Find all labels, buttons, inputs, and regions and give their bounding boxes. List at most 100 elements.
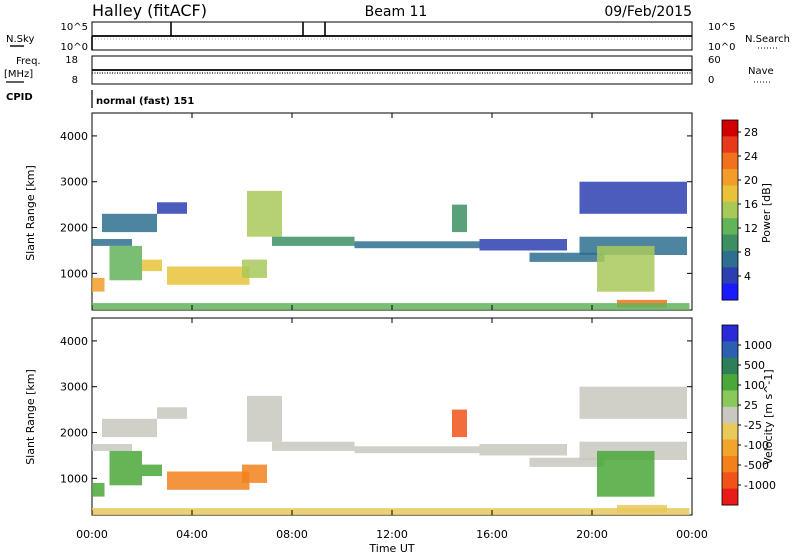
x-tick-label: 16:00	[476, 528, 508, 541]
nsearch-label: N.Search	[745, 34, 790, 45]
x-tick-label: 12:00	[376, 528, 408, 541]
heatmap-cell	[247, 190, 282, 237]
cpid-value: normal (fast) 151	[96, 96, 194, 107]
y-tick-label: 2000	[60, 222, 88, 235]
colorbar-swatch	[722, 218, 738, 236]
noise-panel: 10^5 10^0 10^5 10^0 N.Sky N.Search	[6, 21, 790, 53]
velocity-colorbar: 1000 500 100 25 -25 -100 -500 -1000	[721, 324, 776, 506]
colorbar-swatch	[722, 488, 738, 506]
colorbar-swatch	[722, 185, 738, 203]
colorbar-tick-label: 25	[744, 399, 758, 412]
heatmap-cell	[579, 181, 687, 214]
colorbar-tick-label: 16	[744, 198, 758, 211]
heatmap-cell	[597, 450, 655, 497]
colorbar-tick-label: 12	[744, 222, 758, 235]
nave-tick-bottom: 0	[708, 75, 714, 86]
heatmap-cell	[479, 444, 567, 456]
power-ylabel: Slant Range [km]	[24, 165, 37, 261]
y-tick-label: 4000	[60, 130, 88, 143]
heatmap-cell	[272, 236, 355, 246]
colorbar-tick-label: 100	[744, 379, 765, 392]
colorbar-swatch	[722, 374, 738, 391]
heatmap-cell	[142, 464, 162, 477]
velocity-heatmap	[92, 386, 690, 515]
colorbar-tick-label: 24	[744, 150, 758, 163]
colorbar-swatch	[722, 267, 738, 285]
station-title: Halley (fitACF)	[92, 1, 207, 20]
colorbar-swatch	[722, 169, 738, 186]
heatmap-cell	[272, 441, 355, 451]
heatmap-cell	[92, 277, 105, 292]
beam-title: Beam 11	[365, 4, 428, 20]
y-tick-label: 3000	[60, 381, 88, 394]
colorbar-frame	[721, 119, 739, 301]
y-tick-label: 1000	[60, 267, 88, 280]
x-tick-label: 00:00	[76, 528, 108, 541]
colorbar-tick-label: 28	[744, 126, 758, 139]
heatmap-cell	[142, 259, 162, 272]
colorbar-tick-label: 20	[744, 174, 758, 187]
colorbar-tick-label: 4	[744, 270, 751, 283]
heatmap-cell	[92, 239, 132, 246]
colorbar-tick-label: 8	[744, 246, 751, 259]
colorbar-swatch	[722, 136, 738, 154]
nsky-label: N.Sky	[6, 34, 34, 45]
y-tick-label: 1000	[60, 472, 88, 485]
colorbar-swatch	[722, 283, 738, 301]
noise-tick-right-top: 10^5	[708, 22, 735, 33]
nave-label: Nave	[748, 66, 774, 77]
heatmap-cell	[247, 395, 282, 442]
heatmap-cell	[452, 409, 467, 438]
heatmap-cell	[92, 303, 690, 310]
y-tick-label: 3000	[60, 176, 88, 189]
date-title: 09/Feb/2015	[604, 4, 692, 20]
heatmap-cell	[597, 245, 655, 292]
colorbar-tick-label: -500	[744, 459, 769, 472]
colorbar-swatch	[722, 472, 738, 490]
heatmap-cell	[109, 245, 142, 281]
colorbar-tick-label: 1000	[744, 339, 772, 352]
colorbar-swatch	[722, 120, 738, 137]
heatmap-cell	[354, 241, 480, 249]
cpid-label: CPID	[6, 92, 33, 103]
time-axis-label: Time UT	[368, 542, 414, 554]
colorbar-swatch	[722, 152, 738, 170]
colorbar-tick-label: -25	[744, 419, 762, 432]
heatmap-cell	[242, 259, 267, 278]
x-tick-label: 20:00	[576, 528, 608, 541]
x-tick-label: 04:00	[176, 528, 208, 541]
nave-tick-top: 60	[708, 55, 721, 66]
colorbar-swatch	[722, 250, 738, 268]
freq-unit: [MHz]	[4, 69, 33, 80]
heatmap-cell	[92, 508, 690, 515]
power-colorbar: 4 8 12 16 20 24 28	[721, 119, 758, 301]
colorbar-frame	[721, 324, 739, 506]
time-axis-ticks: 00:00 04:00 08:00 12:00 16:00 20:00 00:00	[76, 528, 708, 541]
colorbar-swatch	[722, 390, 738, 408]
freq-label: Freq.	[16, 56, 41, 67]
colorbar-swatch	[722, 439, 738, 457]
heatmap-cell	[109, 450, 142, 486]
colorbar-tick-label: -100	[744, 439, 769, 452]
velocity-ylabel: Slant Range [km]	[24, 369, 37, 465]
heatmap-cell	[157, 407, 187, 419]
x-tick-label: 08:00	[276, 528, 308, 541]
noise-tick-left-top: 10^5	[61, 22, 88, 33]
velocity-axes: 1000 2000 3000 4000	[60, 318, 693, 515]
heatmap-cell	[102, 213, 157, 233]
y-tick-label: 2000	[60, 427, 88, 440]
x-tick-label: 00:00	[676, 528, 708, 541]
heatmap-cell	[579, 386, 687, 419]
power-axes: 1000 2000 3000 4000	[60, 113, 693, 310]
colorbar-swatch	[722, 455, 738, 473]
heatmap-cell	[102, 418, 157, 438]
power-colorbar-label: Power [dB]	[760, 183, 773, 243]
colorbar-swatch	[722, 406, 738, 424]
colorbar-swatch	[722, 341, 738, 359]
y-tick-label: 4000	[60, 335, 88, 348]
heatmap-cell	[529, 252, 605, 262]
freq-tick-bottom: 8	[72, 75, 78, 86]
colorbar-swatch	[722, 357, 738, 375]
colorbar-tick-label: 500	[744, 359, 765, 372]
noise-tick-right-bottom: 10^0	[708, 42, 735, 53]
